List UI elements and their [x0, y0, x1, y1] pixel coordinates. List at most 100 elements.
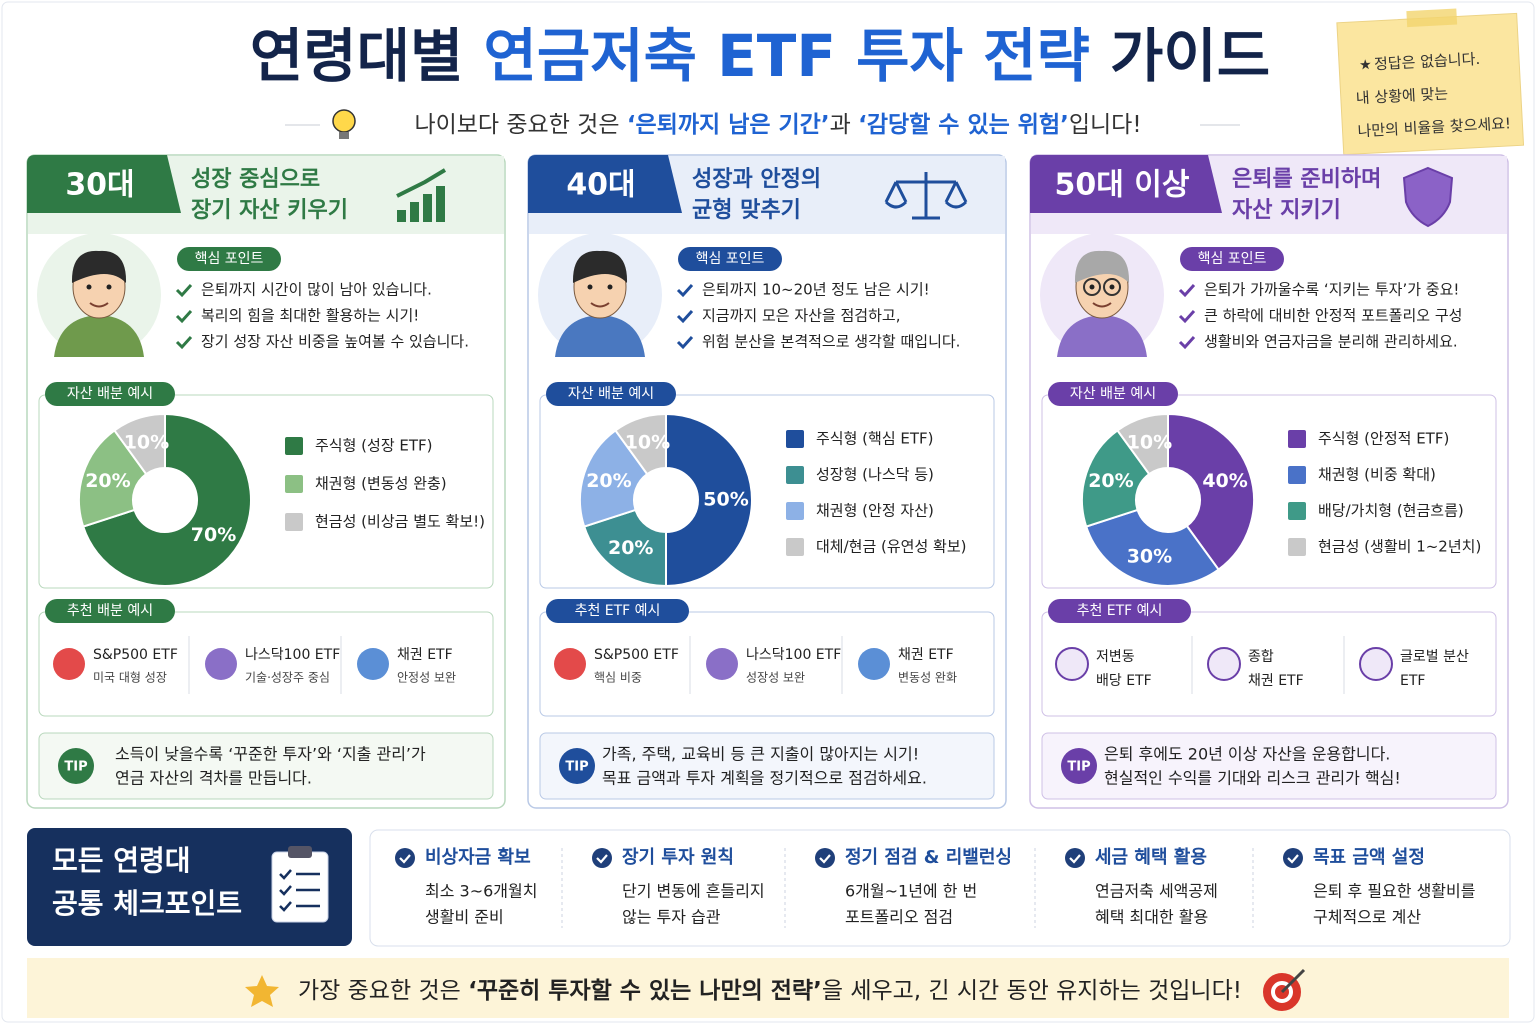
legend-label: 배당/가치형 (현금흐름) [1318, 502, 1464, 520]
tip-badge: TIP [1067, 760, 1090, 775]
age-badge [1030, 155, 1222, 213]
etf-icon [1359, 647, 1393, 681]
tip-badge: TIP [565, 760, 588, 775]
target-arrow [1280, 968, 1306, 994]
pie-slice [582, 508, 667, 588]
age-badge [27, 155, 181, 213]
pie-slice [81, 412, 252, 587]
tip-line: 가족, 주택, 교육비 등 큰 지출이 많아지는 시기! [602, 745, 919, 764]
common-title: 모든 연령대 [52, 844, 191, 877]
note-line: 정답은 없습니다. [1374, 50, 1481, 74]
section-pill [546, 599, 689, 623]
common-item-title: 정기 점검 & 리밸런싱 [845, 847, 1012, 868]
growth-icon [436, 186, 445, 222]
legend-label: 채권형 (비중 확대) [1318, 466, 1436, 484]
legend-swatch [1288, 538, 1306, 556]
avatar-eye [106, 284, 112, 290]
check-icon [676, 335, 694, 350]
title-part: 연령대별 [250, 22, 484, 90]
growth-icon [397, 210, 406, 222]
growth-icon [423, 194, 432, 222]
footer-text: 가장 중요한 것은 ‘꾸준히 투자할 수 있는 나만의 전략’을 세우고, 긴 … [298, 978, 1242, 1004]
tip-badge: TIP [64, 760, 87, 775]
etf-box [38, 611, 494, 717]
check-icon [676, 283, 694, 298]
clipboard-check [279, 869, 320, 880]
common-item-line: 않는 투자 습관 [622, 908, 721, 927]
common-check [1283, 848, 1303, 868]
legend-swatch [786, 538, 804, 556]
legend-label: 대체/현금 (유연성 확보) [816, 538, 967, 556]
slice-label: 70% [191, 524, 236, 546]
avatar-hair [71, 250, 127, 283]
etf-line: 채권 ETF [397, 647, 453, 663]
legend-swatch [1288, 502, 1306, 520]
tip-line: 소득이 낮을수록 ‘꾸준한 투자’와 ‘지출 관리’가 [115, 745, 426, 764]
common-item-line: 혜택 최대한 활용 [1095, 908, 1208, 927]
section-label: 추천 배분 예시 [67, 603, 153, 619]
legend-swatch [285, 475, 303, 493]
section-pill [1048, 599, 1191, 623]
check-icon [175, 309, 193, 324]
section-label: 자산 배분 예시 [568, 386, 654, 402]
common-item-line: 6개월~1년에 한 번 [845, 882, 977, 901]
slice-label: 10% [124, 431, 169, 453]
avatar-eye [1109, 284, 1115, 290]
slice-label: 20% [608, 537, 653, 559]
bulb-base [339, 132, 349, 139]
common-item-line: 은퇴 후 필요한 생활비를 [1313, 882, 1475, 901]
shield-icon [1402, 166, 1454, 228]
common-title-box [27, 828, 352, 946]
pie-slice [614, 412, 667, 476]
key-point: 장기 성장 자산 비중을 높여볼 수 있습니다. [201, 333, 469, 351]
etf-icon [858, 648, 890, 680]
column-heading: 은퇴를 준비하며 [1232, 167, 1381, 192]
footer-text-part: 가장 중요한 것은 [298, 978, 468, 1004]
slice-label: 50% [703, 489, 748, 511]
etf-icon [554, 648, 586, 680]
common-item-line: 구체적으로 계산 [1313, 908, 1421, 927]
clipboard-icon [271, 851, 329, 923]
note-tape [1406, 8, 1458, 28]
key-point: 위험 분산을 본격적으로 생각할 때입니다. [702, 333, 960, 351]
etf-icon [357, 648, 389, 680]
age-label: 50대 이상 [1055, 168, 1190, 203]
legend-swatch [285, 437, 303, 455]
pie-slice [1167, 412, 1255, 571]
etf-line: 핵심 비중 [594, 671, 642, 685]
common-item-line: 최소 3~6개월치 [425, 882, 537, 901]
growth-arrow [396, 168, 447, 198]
etf-icon [53, 648, 85, 680]
legend-label: 성장형 (나스닥 등) [816, 466, 934, 484]
avatar-glasses [1103, 278, 1121, 296]
legend-swatch [1288, 430, 1306, 448]
common-item-line: 포트폴리오 점검 [845, 908, 953, 927]
avatar-hair [1074, 250, 1130, 283]
avatar-eye [1089, 284, 1095, 290]
slice-label: 10% [625, 431, 670, 453]
etf-line: 안정성 보완 [397, 671, 456, 685]
slice-label: 10% [1127, 431, 1172, 453]
common-check [592, 848, 612, 868]
column-heading: 성장 중심으로 [191, 167, 320, 192]
subtitle: 나이보다 중요한 것은 ‘은퇴까지 남은 기간’과 ‘감당할 수 있는 위험’입… [414, 112, 1141, 138]
section-pill [678, 247, 782, 271]
legend-label: 현금성 (생활비 1~2년치) [1318, 538, 1481, 556]
key-point: 큰 하락에 대비한 안정적 포트폴리오 구성 [1204, 307, 1462, 325]
check-icon [175, 283, 193, 298]
title-part: 가이드 [1090, 22, 1270, 90]
legend-swatch [786, 466, 804, 484]
check-icon [1178, 335, 1196, 350]
common-item-title: 세금 혜택 활용 [1095, 847, 1207, 868]
common-title: 공통 체크포인트 [52, 887, 242, 920]
section-pill [45, 382, 175, 406]
avatar-glasses [1083, 278, 1101, 296]
section-pill [1048, 382, 1178, 406]
age-label: 40대 [566, 168, 635, 203]
etf-line: 채권 ETF [898, 647, 954, 663]
tip-line: 목표 금액과 투자 계획을 정기적으로 점검하세요. [602, 769, 927, 788]
legend-label: 채권형 (안정 자산) [816, 502, 934, 520]
key-point: 은퇴가 가까울수록 ‘지키는 투자’가 중요! [1204, 281, 1459, 299]
column-heading: 자산 지키기 [1232, 198, 1341, 223]
